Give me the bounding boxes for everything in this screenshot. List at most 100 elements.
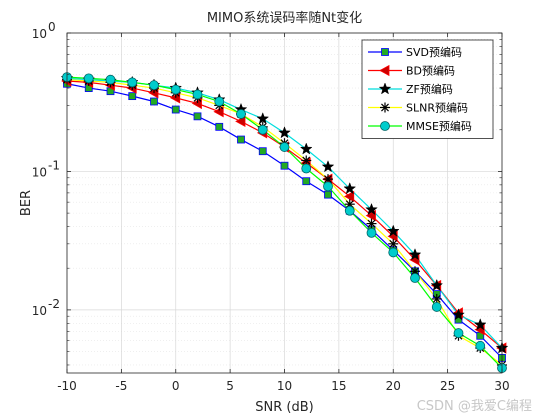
star-marker — [299, 142, 313, 155]
data-point — [278, 126, 291, 139]
circle-marker — [453, 328, 464, 338]
data-point — [324, 190, 332, 199]
data-point — [279, 142, 290, 152]
data-point — [365, 202, 378, 216]
x-tick-label: 10 — [277, 379, 292, 393]
data-point — [257, 124, 268, 135]
legend-marker — [381, 48, 389, 56]
data-point — [343, 190, 355, 203]
legend-marker — [379, 64, 390, 77]
asterisk-stroke — [432, 294, 441, 303]
circle-marker — [236, 109, 246, 119]
legend-marker — [378, 82, 392, 95]
x-tick-label: -5 — [115, 379, 127, 393]
data-point — [343, 182, 357, 195]
data-point — [280, 161, 289, 170]
circle-marker — [388, 247, 399, 258]
data-point — [171, 105, 180, 114]
legend-marker — [380, 102, 390, 113]
circle-marker — [192, 89, 203, 100]
star-marker — [386, 224, 400, 237]
square-marker — [324, 190, 332, 199]
legend-marker — [380, 121, 390, 131]
data-point — [475, 340, 486, 351]
star-marker — [473, 318, 487, 331]
data-point — [258, 147, 267, 156]
chart-title: MIMO系统误码率随Nt变化 — [207, 10, 362, 26]
asterisk-stroke — [381, 103, 389, 112]
legend-label: BD预编码 — [406, 64, 455, 78]
circle-marker — [214, 96, 225, 107]
data-point — [215, 122, 224, 131]
data-point — [149, 80, 159, 91]
data-point — [256, 112, 270, 125]
data-point — [301, 163, 312, 174]
circle-marker — [105, 74, 116, 85]
data-point — [83, 73, 94, 84]
data-point — [452, 308, 465, 321]
circle-marker — [279, 142, 290, 152]
circle-marker — [323, 181, 333, 192]
data-point — [237, 135, 245, 144]
data-point — [127, 77, 138, 88]
data-point — [408, 248, 422, 261]
circle-marker — [380, 121, 390, 131]
data-point — [302, 177, 311, 186]
star-marker — [365, 202, 378, 216]
x-tick-label: 15 — [331, 379, 346, 393]
series-points-4 — [62, 72, 507, 373]
data-point — [344, 205, 355, 216]
star-marker — [321, 160, 335, 173]
data-point — [105, 74, 116, 85]
star-marker — [408, 248, 422, 261]
triangle-marker — [379, 64, 390, 77]
data-point — [410, 273, 420, 283]
circle-marker — [366, 227, 377, 238]
square-marker — [280, 161, 289, 170]
star-marker — [452, 308, 465, 321]
data-point — [388, 247, 399, 258]
circle-marker — [475, 340, 486, 351]
square-marker — [150, 97, 158, 106]
square-marker — [237, 135, 245, 144]
square-marker — [258, 147, 267, 156]
data-point — [431, 302, 442, 312]
data-point — [150, 97, 158, 106]
y-axis-label: BER — [19, 190, 34, 216]
data-point — [128, 92, 137, 101]
x-tick-label: 5 — [226, 379, 234, 393]
x-tick-label: -10 — [57, 379, 77, 393]
data-point — [430, 278, 444, 291]
y-tick-label: 10 — [32, 304, 47, 318]
legend: SVD预编码 BD预编码 ZF预编码 SLNR预编码 MMSE预编码 — [361, 39, 494, 139]
data-point — [366, 218, 377, 229]
x-tick-label: 0 — [172, 379, 180, 393]
y-tick-exponent: -2 — [48, 297, 60, 311]
circle-marker — [431, 302, 442, 312]
watermark: CSDN @我爱C编程 — [416, 399, 532, 414]
y-tick-label: 10 — [32, 165, 47, 179]
star-marker — [278, 126, 291, 139]
asterisk-stroke — [411, 267, 419, 276]
square-marker — [193, 112, 202, 121]
y-tick-exponent: -1 — [48, 158, 60, 172]
star-marker — [430, 278, 444, 291]
asterisk-stroke — [324, 175, 332, 184]
star-marker — [256, 112, 270, 125]
asterisk-stroke — [367, 219, 376, 228]
data-point — [170, 84, 181, 95]
circle-marker — [83, 73, 94, 84]
circle-marker — [257, 124, 268, 135]
star-marker — [343, 182, 357, 195]
square-marker — [302, 177, 311, 186]
data-point — [236, 109, 246, 119]
legend-label: SVD预编码 — [406, 45, 462, 59]
data-point — [214, 96, 225, 107]
asterisk-stroke — [302, 156, 311, 165]
y-tick-exponent: 0 — [48, 20, 56, 34]
asterisk-stroke — [389, 239, 398, 248]
circle-marker — [149, 80, 159, 91]
data-point — [321, 160, 335, 173]
square-marker — [215, 122, 224, 131]
